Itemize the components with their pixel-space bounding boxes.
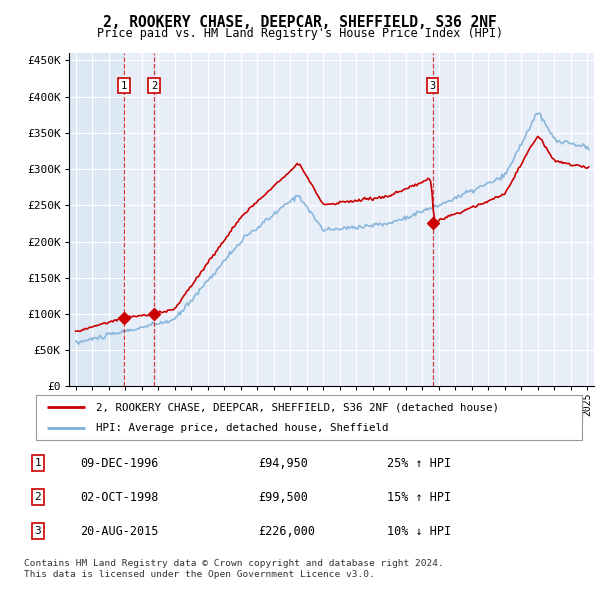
Text: 2: 2	[35, 492, 41, 502]
Text: 1: 1	[121, 81, 127, 91]
Text: 2, ROOKERY CHASE, DEEPCAR, SHEFFIELD, S36 2NF: 2, ROOKERY CHASE, DEEPCAR, SHEFFIELD, S3…	[103, 15, 497, 30]
Text: £99,500: £99,500	[259, 490, 308, 504]
Text: 25% ↑ HPI: 25% ↑ HPI	[387, 457, 451, 470]
Text: 09-DEC-1996: 09-DEC-1996	[80, 457, 158, 470]
Text: 2: 2	[151, 81, 157, 91]
Text: 10% ↓ HPI: 10% ↓ HPI	[387, 525, 451, 537]
Text: 2, ROOKERY CHASE, DEEPCAR, SHEFFIELD, S36 2NF (detached house): 2, ROOKERY CHASE, DEEPCAR, SHEFFIELD, S3…	[96, 402, 499, 412]
Text: 3: 3	[430, 81, 436, 91]
Text: 02-OCT-1998: 02-OCT-1998	[80, 490, 158, 504]
Text: £226,000: £226,000	[259, 525, 316, 537]
Bar	[69, 53, 124, 386]
Text: 3: 3	[35, 526, 41, 536]
Text: Price paid vs. HM Land Registry's House Price Index (HPI): Price paid vs. HM Land Registry's House …	[97, 27, 503, 40]
FancyBboxPatch shape	[36, 395, 582, 440]
Text: 1: 1	[35, 458, 41, 468]
Text: £94,950: £94,950	[259, 457, 308, 470]
Text: HPI: Average price, detached house, Sheffield: HPI: Average price, detached house, Shef…	[96, 422, 389, 432]
Text: 15% ↑ HPI: 15% ↑ HPI	[387, 490, 451, 504]
Text: Contains HM Land Registry data © Crown copyright and database right 2024.
This d: Contains HM Land Registry data © Crown c…	[24, 559, 444, 579]
Text: 20-AUG-2015: 20-AUG-2015	[80, 525, 158, 537]
